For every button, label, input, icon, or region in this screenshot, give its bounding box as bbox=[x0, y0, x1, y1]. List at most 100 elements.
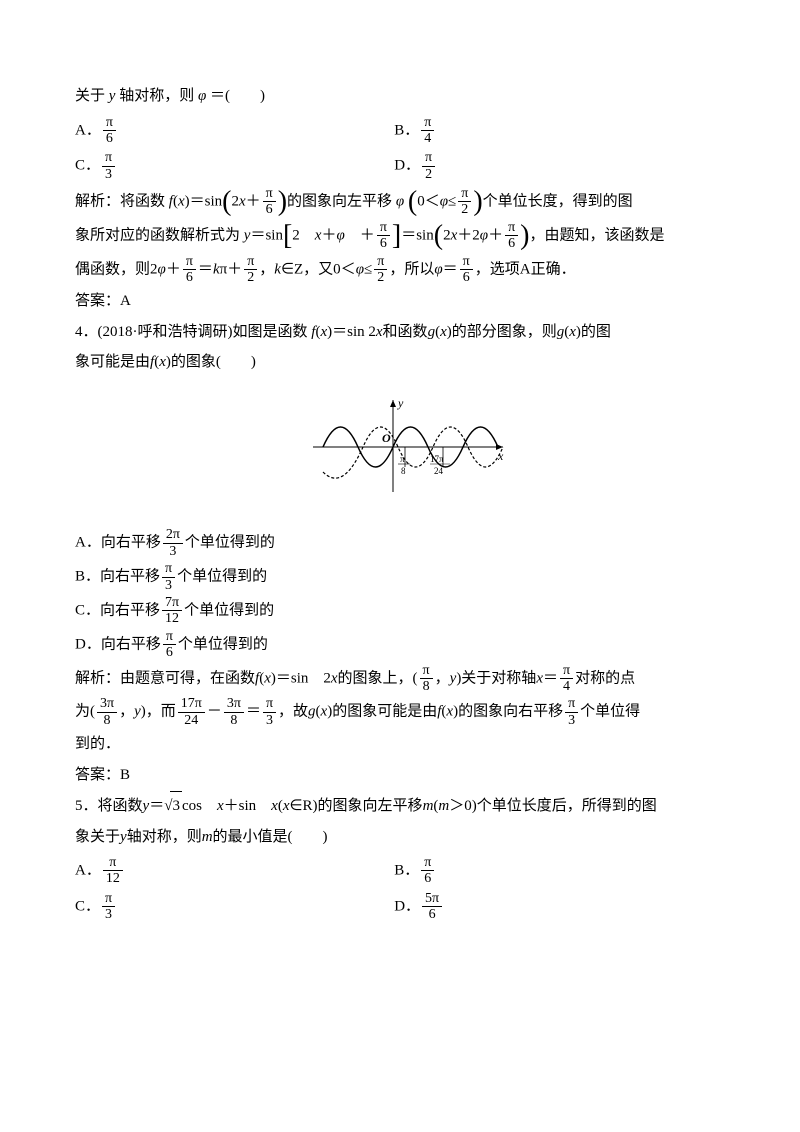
den: 3 bbox=[102, 167, 115, 182]
tick-pi8-den: 8 bbox=[401, 466, 406, 476]
den: 3 bbox=[162, 578, 175, 593]
tick-pi8: π bbox=[400, 454, 405, 464]
text: 轴对称，则 bbox=[127, 829, 202, 845]
den: 3 bbox=[565, 713, 578, 728]
eq: ＝ bbox=[246, 704, 261, 720]
num: π bbox=[422, 150, 435, 166]
f: f bbox=[311, 324, 315, 340]
text: ＞0)个单位长度后，所得到的图 bbox=[449, 798, 657, 814]
text: 关于 bbox=[75, 88, 105, 104]
num: π bbox=[560, 663, 573, 679]
num: π bbox=[163, 629, 176, 645]
label: C． bbox=[75, 158, 100, 174]
num: 17π bbox=[178, 696, 205, 712]
num: π bbox=[421, 115, 434, 131]
den: 6 bbox=[505, 236, 518, 251]
num: 2π bbox=[163, 527, 183, 543]
text: 轴对称，则 bbox=[119, 88, 194, 104]
m: m bbox=[423, 798, 434, 814]
den: 8 bbox=[224, 713, 244, 728]
q4-optB: B．向右平移π3个单位得到的 bbox=[75, 561, 740, 593]
den: 2 bbox=[374, 270, 387, 285]
q4-stem-2: 象可能是由f(x)的图象( ) bbox=[75, 348, 740, 377]
x: x bbox=[536, 670, 543, 686]
den: 6 bbox=[377, 236, 390, 251]
tick-17pi24-den: 24 bbox=[434, 466, 444, 476]
text: 为( bbox=[75, 704, 95, 720]
q3-answer: 答案：A bbox=[75, 287, 740, 316]
num: π bbox=[421, 855, 434, 871]
q4-solution-2: 为(3π8，y)，而17π24－3π8＝π3，故g(x)的图象可能是由f(x)的… bbox=[75, 696, 740, 728]
q5-options-row1: A．π12 B．π6 bbox=[75, 855, 740, 887]
text: ， bbox=[259, 261, 274, 277]
f: f bbox=[437, 704, 441, 720]
den: 2 bbox=[244, 270, 257, 285]
g: g bbox=[557, 324, 565, 340]
text: ≤ bbox=[448, 193, 456, 209]
q5-stem-2: 象关于y轴对称，则m的最小值是( ) bbox=[75, 823, 740, 852]
x: x bbox=[376, 324, 383, 340]
den: 4 bbox=[560, 679, 573, 694]
label: A． bbox=[75, 862, 101, 878]
q3-optC: C．π3 bbox=[75, 150, 394, 182]
text: ＝sin 2 bbox=[276, 670, 331, 686]
tick-17pi24: 17π bbox=[430, 454, 444, 464]
num: π bbox=[377, 220, 390, 236]
f: f bbox=[169, 193, 173, 209]
label: A． bbox=[75, 122, 101, 138]
num: 4． bbox=[75, 324, 98, 340]
num: π bbox=[102, 891, 115, 907]
den: 8 bbox=[420, 679, 433, 694]
x: x bbox=[451, 227, 458, 243]
q3-options-row1: A．π6 B．π4 bbox=[75, 115, 740, 147]
k: k bbox=[213, 261, 220, 277]
text: 个单位得到的 bbox=[185, 535, 275, 551]
x: x bbox=[321, 704, 328, 720]
den: 2 bbox=[458, 202, 471, 217]
minus: － bbox=[207, 704, 222, 720]
g: g bbox=[308, 704, 316, 720]
q4-optD: D．向右平移π6个单位得到的 bbox=[75, 629, 740, 661]
text: ，所以 bbox=[389, 261, 434, 277]
k: k bbox=[274, 261, 281, 277]
den: 24 bbox=[178, 713, 205, 728]
text: )关于对称轴 bbox=[456, 670, 536, 686]
phi-var: φ bbox=[198, 88, 206, 104]
text: ＝( ) bbox=[210, 88, 265, 104]
x: x bbox=[569, 324, 576, 340]
num: π bbox=[102, 150, 115, 166]
f: f bbox=[255, 670, 259, 686]
text: 的最小值是( ) bbox=[213, 829, 328, 845]
q5-optC: C．π3 bbox=[75, 891, 394, 923]
phi: φ bbox=[440, 193, 448, 209]
text: ，选项A正确． bbox=[475, 261, 576, 277]
cos: cos bbox=[182, 798, 217, 814]
label: B． bbox=[394, 862, 419, 878]
x: x bbox=[239, 193, 246, 209]
q3-solution-1: 解析：将函数 f(x)＝sin(2x＋π6)的图象向左平移 φ (0＜φ≤π2)… bbox=[75, 186, 740, 218]
text: 个单位得到的 bbox=[184, 602, 274, 618]
den: 6 bbox=[263, 202, 276, 217]
text: 个单位得到的 bbox=[177, 569, 267, 585]
text: 的图象可能是由 bbox=[332, 704, 437, 720]
text: 偶函数，则2 bbox=[75, 261, 158, 277]
num: π bbox=[244, 254, 257, 270]
q3-solution-3: 偶函数，则2φ＋π6＝kπ＋π2，k∈Z，又0＜φ≤π2，所以φ＝π6，选项A正… bbox=[75, 254, 740, 286]
text: )，而 bbox=[141, 704, 176, 720]
den: 12 bbox=[103, 871, 123, 886]
den: 3 bbox=[102, 907, 115, 922]
curve-gx bbox=[323, 427, 503, 478]
den: 6 bbox=[163, 645, 176, 660]
phi: φ bbox=[356, 261, 364, 277]
num: 5π bbox=[422, 891, 442, 907]
label: A．向右平移 bbox=[75, 535, 161, 551]
text: 个单位长度，得到的图 bbox=[483, 193, 633, 209]
q4-optA: A．向右平移2π3个单位得到的 bbox=[75, 527, 740, 559]
den: 6 bbox=[183, 270, 196, 285]
x: x bbox=[159, 354, 166, 370]
den: 12 bbox=[162, 611, 182, 626]
x: x bbox=[271, 798, 278, 814]
text: 的图象( ) bbox=[171, 354, 256, 370]
num: π bbox=[374, 254, 387, 270]
x: x bbox=[264, 670, 271, 686]
